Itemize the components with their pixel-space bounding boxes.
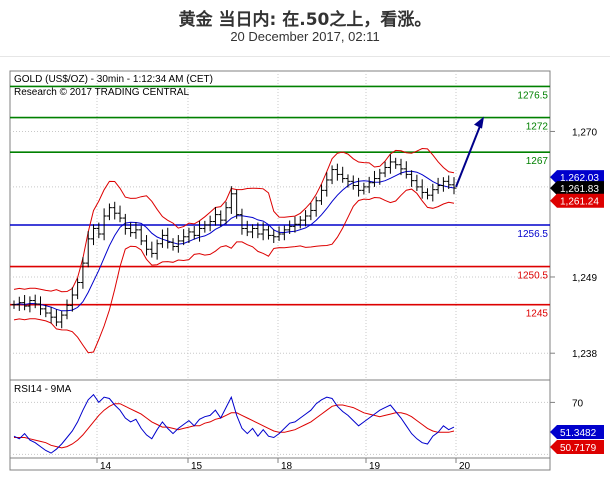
chart-title: GOLD (US$/OZ) - 30min - 1:12:34 AM (CET) [14,74,213,85]
price-tag-label: 1,261.24 [560,197,599,208]
y-tick-label: 1,238 [572,349,597,360]
gold-chart: 1,270 1,249 1,238 14 15 18 19 20 1276.5 1272 1267… [9,70,604,472]
rsi-tick-label: 70 [572,398,584,409]
header-divider [0,56,610,57]
price-tag [550,181,604,196]
x-tick-label: 19 [369,461,381,472]
level-label: 1272 [526,122,549,133]
level-label: 1256.5 [517,229,548,240]
rsi-tag-label: 50.7179 [560,443,597,454]
rsi-ma-line [14,403,455,449]
level-label: 1267 [526,156,549,167]
lower-band [13,188,455,354]
x-tick-label: 18 [281,461,293,472]
price-tag-label: 1,262.03 [560,173,599,184]
page-subtitle: 20 December 2017, 02:11 [230,29,380,44]
rsi-tag [550,440,604,454]
chart-source: Research © 2017 TRADING CENTRAL [14,87,189,98]
x-tick-label: 14 [100,461,112,472]
upper-band [13,147,455,293]
chart-frame [9,70,551,471]
y-tick-label: 1,249 [572,273,597,284]
price-tag-label: 1,261.83 [560,184,599,195]
x-tick-label: 20 [459,461,471,472]
price-tag [550,193,604,208]
moving-average [13,170,455,312]
level-label: 1245 [526,309,549,320]
page-title: 黄金 当日内: 在.50之上，看涨。 [178,10,432,30]
projection-arrow-line [455,123,482,188]
rsi-line [13,393,455,454]
projection-arrow-head [474,116,484,129]
price-tag [550,170,604,185]
y-tick-label: 1,270 [572,127,597,138]
level-label: 1276.5 [517,90,548,101]
level-label: 1250.5 [517,271,548,282]
header: 黄金 当日内: 在.50之上，看涨。 20 December 2017, 02:… [0,0,610,50]
rsi-label: RSI14 - 9MA [14,384,72,395]
rsi-tag-label: 51.3482 [560,428,597,439]
rsi-tag [550,425,604,439]
x-tick-label: 15 [191,461,203,472]
